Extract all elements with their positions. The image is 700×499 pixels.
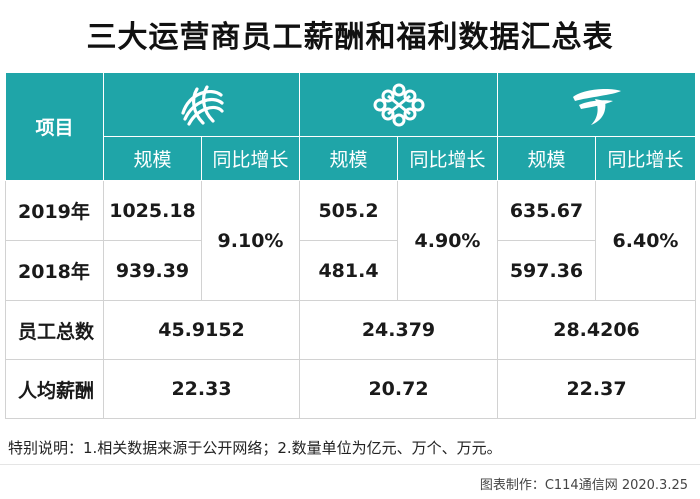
china-mobile-logo-icon: [180, 84, 224, 126]
row-label-employees: 员工总数: [5, 300, 104, 360]
cell-2019-unicom: 505.2: [299, 180, 398, 241]
header-growth-telecom: 同比增长: [595, 136, 696, 181]
header-item: 项目: [5, 72, 104, 181]
header-china-telecom: [497, 72, 696, 137]
cell-avg-pay-mobile: 22.33: [103, 359, 300, 419]
header-scale-unicom: 规模: [299, 136, 398, 181]
compensation-table: 项目: [5, 72, 696, 419]
row-label-2019: 2019年: [5, 180, 104, 241]
divider: [0, 464, 700, 465]
table-row: 2018年 939.39 481.4 597.36: [5, 240, 696, 301]
header-scale-mobile: 规模: [103, 136, 202, 181]
row-label-2018: 2018年: [5, 240, 104, 301]
cell-growth-mobile: 9.10%: [201, 180, 300, 301]
header-scale-telecom: 规模: [497, 136, 596, 181]
row-label-avg-pay: 人均薪酬: [5, 359, 104, 419]
cell-avg-pay-unicom: 20.72: [299, 359, 498, 419]
cell-2019-mobile: 1025.18: [103, 180, 202, 241]
header-china-mobile: [103, 72, 300, 137]
footnote: 特别说明：1.相关数据来源于公开网络；2.数量单位为亿元、万个、万元。: [8, 439, 502, 457]
cell-2019-telecom: 635.67: [497, 180, 596, 241]
page-title: 三大运营商员工薪酬和福利数据汇总表: [86, 20, 614, 55]
china-telecom-logo-icon: [572, 88, 621, 125]
header-growth-mobile: 同比增长: [201, 136, 300, 181]
cell-growth-telecom: 6.40%: [595, 180, 696, 301]
chart-credit: 图表制作：C114通信网 2020.3.25: [479, 478, 688, 493]
cell-2018-unicom: 481.4: [299, 240, 398, 301]
header-growth-unicom: 同比增长: [397, 136, 498, 181]
cell-avg-pay-telecom: 22.37: [497, 359, 696, 419]
table-row: 员工总数 45.9152 24.379 28.4206: [5, 300, 696, 360]
china-unicom-logo-icon: [373, 83, 424, 126]
cell-growth-unicom: 4.90%: [397, 180, 498, 301]
cell-2018-mobile: 939.39: [103, 240, 202, 301]
cell-employees-telecom: 28.4206: [497, 300, 696, 360]
header-china-unicom: [299, 72, 498, 137]
table-row: 2019年 1025.18 9.10% 505.2 4.90% 635.67 6…: [5, 180, 696, 301]
table-row: 人均薪酬 22.33 20.72 22.37: [5, 359, 696, 419]
cell-employees-mobile: 45.9152: [103, 300, 300, 360]
cell-employees-unicom: 24.379: [299, 300, 498, 360]
cell-2018-telecom: 597.36: [497, 240, 596, 301]
